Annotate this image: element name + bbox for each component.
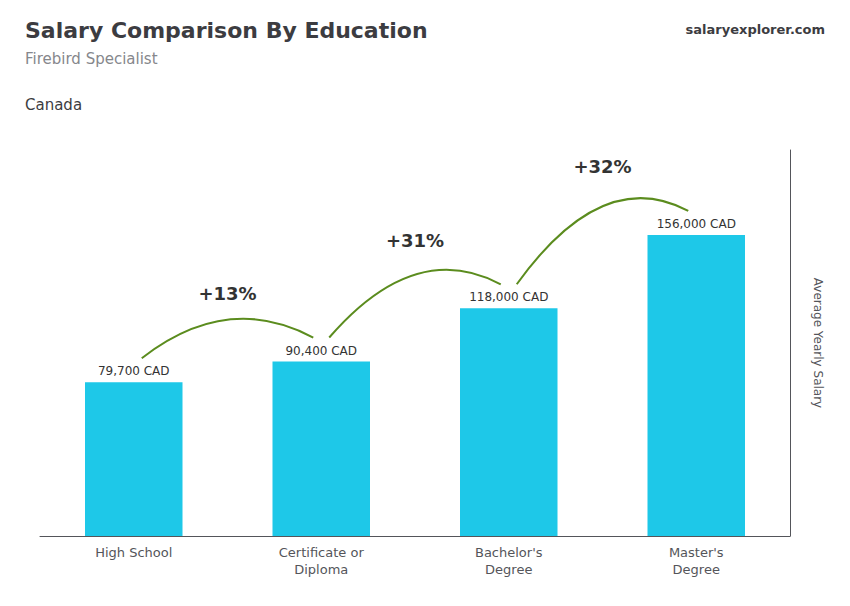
svg-text:118,000 CAD: 118,000 CAD [469,290,548,304]
svg-text:90,400 CAD: 90,400 CAD [285,344,357,358]
svg-text:+32%: +32% [573,156,631,177]
svg-text:79,700 CAD: 79,700 CAD [98,364,170,378]
svg-text:+31%: +31% [386,230,444,251]
svg-text:High School: High School [95,545,172,560]
svg-text:Degree: Degree [485,562,532,577]
svg-text:+13%: +13% [198,283,256,304]
svg-text:Diploma: Diploma [294,562,348,577]
svg-text:salaryexplorer.com: salaryexplorer.com [686,22,825,37]
svg-text:Firebird Specialist: Firebird Specialist [25,50,158,68]
svg-text:Salary Comparison By Education: Salary Comparison By Education [25,18,428,43]
svg-text:Average Yearly Salary: Average Yearly Salary [811,278,825,408]
svg-text:Bachelor's: Bachelor's [475,545,543,560]
svg-text:Certificate or: Certificate or [279,545,365,560]
svg-text:156,000 CAD: 156,000 CAD [657,217,736,231]
svg-text:Canada: Canada [25,96,82,114]
svg-text:Master's: Master's [669,545,724,560]
svg-text:Degree: Degree [673,562,720,577]
